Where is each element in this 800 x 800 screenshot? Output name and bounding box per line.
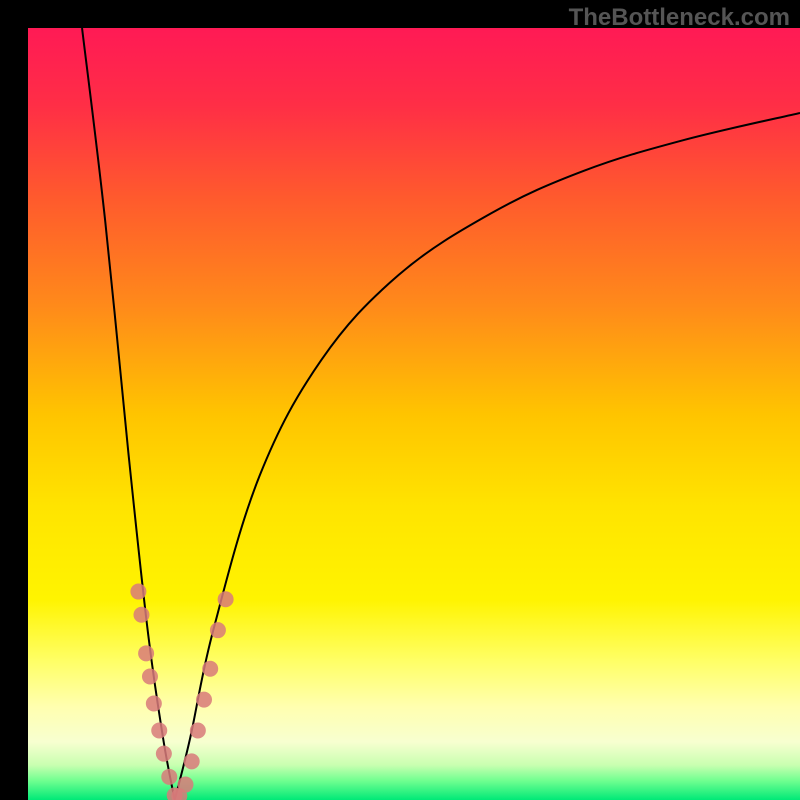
confidence-marker [156,746,172,762]
confidence-marker [151,723,167,739]
confidence-marker [146,696,162,712]
confidence-marker [142,668,158,684]
confidence-marker [196,692,212,708]
confidence-marker [210,622,226,638]
chart-svg [28,28,800,800]
plot-area [28,28,800,800]
curve-right [175,113,800,800]
confidence-markers [130,584,233,800]
confidence-marker [218,591,234,607]
curve-left [82,28,175,800]
confidence-marker [177,777,193,793]
confidence-marker [133,607,149,623]
confidence-marker [130,584,146,600]
confidence-marker [184,753,200,769]
bottleneck-chart-root: TheBottleneck.com [0,0,800,800]
confidence-marker [190,723,206,739]
confidence-marker [202,661,218,677]
confidence-marker [138,645,154,661]
confidence-marker [161,769,177,785]
watermark-text: TheBottleneck.com [569,4,790,32]
